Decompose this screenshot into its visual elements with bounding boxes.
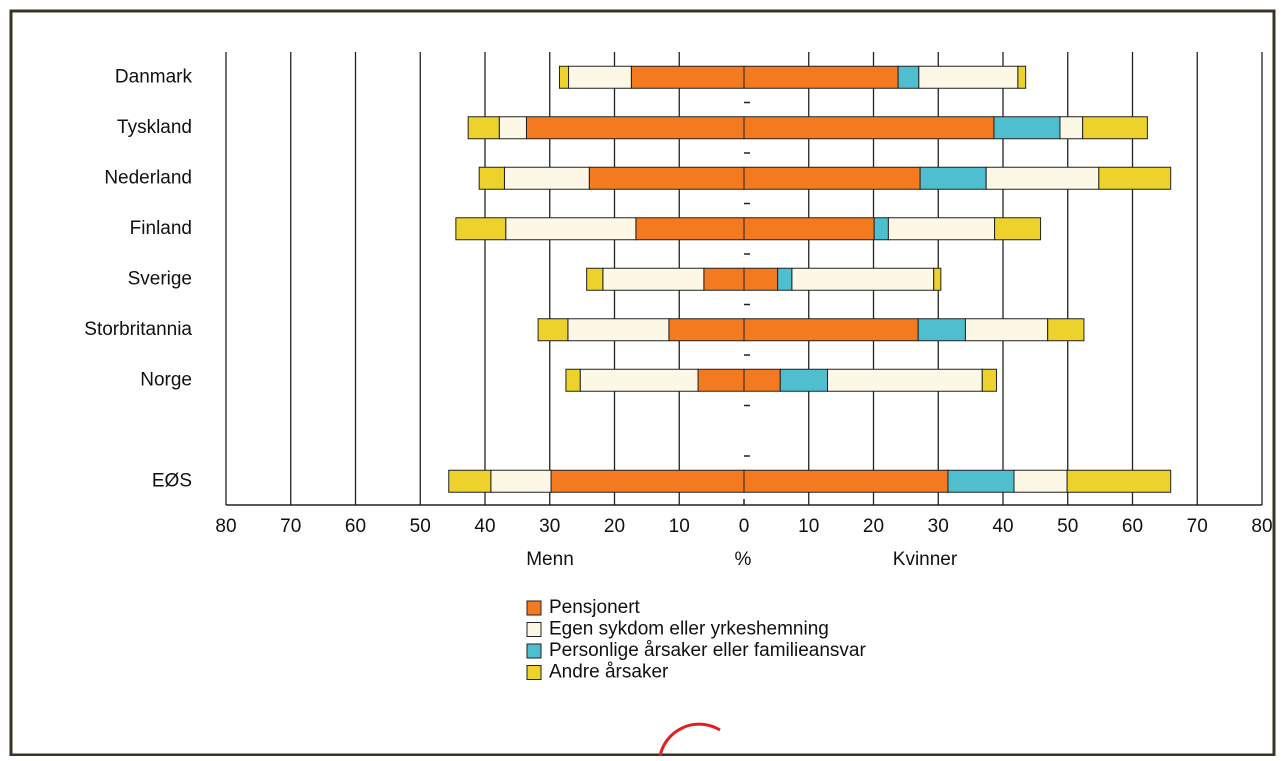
bar-segment xyxy=(668,318,745,342)
decoration xyxy=(658,722,721,757)
bar-segment xyxy=(919,166,987,190)
legend-label: Pensjonert xyxy=(549,597,641,618)
x-tick-label: 10 xyxy=(669,516,690,537)
legend-swatch xyxy=(526,622,542,637)
bar-segment xyxy=(743,166,921,190)
x-axis-label-left: Menn xyxy=(526,549,574,570)
bar-segment xyxy=(630,65,745,89)
bar-segment xyxy=(1098,166,1172,190)
x-tick-label: 50 xyxy=(1057,516,1078,537)
x-tick-label: 60 xyxy=(345,516,366,537)
bar-segment xyxy=(1082,116,1148,140)
bar-segment xyxy=(779,368,829,392)
legend-swatch xyxy=(526,643,542,659)
bar-segment xyxy=(887,217,996,241)
bar-segment xyxy=(1017,65,1027,89)
bar-segment xyxy=(537,318,569,342)
bar-segment xyxy=(579,368,699,392)
x-tick-label: 20 xyxy=(604,516,625,537)
bar-segment xyxy=(697,368,745,392)
bar-segment xyxy=(743,318,919,342)
y-tick-label: EØS xyxy=(152,470,192,491)
x-tick-label: 60 xyxy=(1122,516,1143,537)
legend-label: Personlige årsaker eller familieansvar xyxy=(549,640,866,661)
bar-segment xyxy=(586,267,604,291)
bar-segment xyxy=(567,318,670,342)
bar-segment xyxy=(777,267,793,291)
bar-segment xyxy=(743,116,995,140)
bar-segment xyxy=(635,217,745,241)
legend-swatch xyxy=(526,600,542,616)
x-axis-label: % xyxy=(735,549,752,570)
bar-segment xyxy=(1059,116,1084,140)
x-tick-label: 70 xyxy=(1187,516,1208,537)
y-tick-label: Sverige xyxy=(128,268,192,289)
bar-segment xyxy=(827,368,983,392)
bar-segment xyxy=(588,166,745,190)
x-tick-label: 30 xyxy=(539,516,560,537)
bar-segment xyxy=(505,217,637,241)
x-tick-label: 10 xyxy=(798,516,819,537)
bar-segment xyxy=(743,65,899,89)
x-tick-label: 80 xyxy=(215,516,236,537)
legend-label: Andre årsaker xyxy=(549,662,669,683)
y-tick-label: Tyskland xyxy=(117,117,192,138)
bar-segment xyxy=(455,217,507,241)
bar-segment xyxy=(993,116,1061,140)
bar-segment xyxy=(743,368,781,392)
x-axis-label-right: Kvinner xyxy=(893,549,958,570)
bar-segment xyxy=(981,368,998,392)
y-tick-label: Finland xyxy=(130,218,192,239)
bar-segment xyxy=(525,116,745,140)
x-tick-label: 50 xyxy=(410,516,431,537)
legend-label: Egen sykdom eller yrkeshemning xyxy=(549,619,829,640)
bar-segment xyxy=(985,166,1100,190)
bar-segment xyxy=(917,318,966,342)
y-tick-label: Norge xyxy=(140,369,192,390)
bar-segment xyxy=(503,166,590,190)
y-tick-label: Nederland xyxy=(104,167,192,188)
bar-segment xyxy=(933,267,942,291)
bar-segment xyxy=(565,368,581,392)
x-tick-label: 30 xyxy=(928,516,949,537)
bar-segment xyxy=(703,267,745,291)
bar-segment xyxy=(918,65,1019,89)
bar-segment xyxy=(743,469,949,493)
bar-segment xyxy=(791,267,935,291)
bar-segment xyxy=(1066,469,1172,493)
bar-segment xyxy=(994,217,1042,241)
bar-segment xyxy=(1013,469,1068,493)
bar-segment xyxy=(964,318,1049,342)
x-tick-label: 20 xyxy=(863,516,884,537)
bar-segment xyxy=(478,166,505,190)
bar-segment xyxy=(467,116,500,140)
bar-segment xyxy=(558,65,570,89)
x-tick-label: 70 xyxy=(280,516,301,537)
bar-segment xyxy=(568,65,632,89)
bar-segment xyxy=(1047,318,1085,342)
bar-segment xyxy=(498,116,527,140)
bar-segment xyxy=(448,469,492,493)
bar-segment xyxy=(743,267,779,291)
bar-segment xyxy=(550,469,745,493)
x-tick-label: 40 xyxy=(474,516,495,537)
bar-segment xyxy=(873,217,889,241)
x-tick-label: 40 xyxy=(992,516,1013,537)
legend-swatch xyxy=(526,665,542,680)
y-tick-label: Storbritannia xyxy=(84,319,192,340)
bar-segment xyxy=(743,217,875,241)
bar-segment xyxy=(947,469,1015,493)
x-tick-label: 80 xyxy=(1251,516,1272,537)
bar-segment xyxy=(490,469,552,493)
y-tick-label: Danmark xyxy=(115,66,193,87)
x-tick-label: 0 xyxy=(739,516,750,537)
bar-segment xyxy=(602,267,705,291)
bar-segment xyxy=(897,65,920,89)
